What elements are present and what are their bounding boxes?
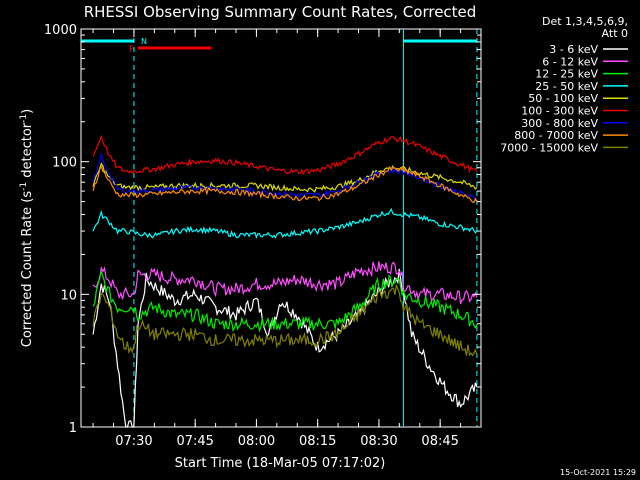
- series-line-3: [92, 269, 478, 333]
- x-axis-label: Start Time (18-Mar-05 07:17:02): [175, 456, 386, 471]
- axis-layer: 1 10 100 1000 07:30 07:45 08:00 08:15 08:30 08:45: [44, 23, 482, 449]
- series-line-4: [92, 207, 478, 239]
- chart-title: RHESSI Observing Summary Count Rates, Co…: [84, 3, 477, 21]
- series-line-1: [92, 268, 478, 428]
- y-tick-label-1: 1: [69, 421, 77, 436]
- x-tick-label-5: 08:30: [360, 434, 397, 449]
- x-tick-label-2: 07:45: [176, 434, 213, 449]
- y-tick-label-4: 1000: [44, 23, 77, 38]
- legend-label-6: 100 - 300 keV: [521, 105, 598, 118]
- series-line-6: [92, 134, 478, 176]
- series-line-8: [92, 164, 478, 204]
- legend-label-9: 7000 - 15000 keV: [500, 141, 598, 154]
- y-axis-label: Corrected Count Rate (s-1 detector-1): [19, 109, 35, 347]
- legend-label-1: 3 - 6 keV: [549, 43, 598, 56]
- legend-label-3: 12 - 25 keV: [535, 68, 598, 81]
- series-line-7: [92, 152, 478, 201]
- legend-label-2: 6 - 12 keV: [542, 55, 598, 68]
- legend-label-8: 800 - 7000 keV: [514, 129, 598, 142]
- legend-label-5: 50 - 100 keV: [528, 92, 598, 105]
- x-tick-label-6: 08:45: [421, 434, 458, 449]
- legend-label-4: 25 - 50 keV: [535, 80, 598, 93]
- annotation-layer: FN: [81, 29, 478, 427]
- series-line-2: [92, 261, 478, 305]
- x-tick-label-3: 08:00: [238, 434, 275, 449]
- flag-n-label: N: [141, 37, 147, 46]
- series-line-9: [92, 284, 478, 357]
- y-tick-label-2: 10: [60, 288, 77, 303]
- x-tick-label-4: 08:15: [299, 434, 336, 449]
- x-tick-label-1: 07:30: [115, 434, 152, 449]
- y-tick-label-3: 100: [52, 156, 77, 171]
- timestamp: 15-Oct-2021 15:29: [560, 468, 636, 477]
- legend-header-1: Det 1,3,4,5,6,9,: [542, 15, 628, 28]
- series-layer: [92, 134, 478, 428]
- flag-f-label: F: [129, 45, 134, 55]
- legend-header-2: Att 0: [602, 27, 628, 40]
- legend-label-7: 300 - 800 keV: [521, 117, 598, 130]
- plot-frame: [80, 28, 482, 428]
